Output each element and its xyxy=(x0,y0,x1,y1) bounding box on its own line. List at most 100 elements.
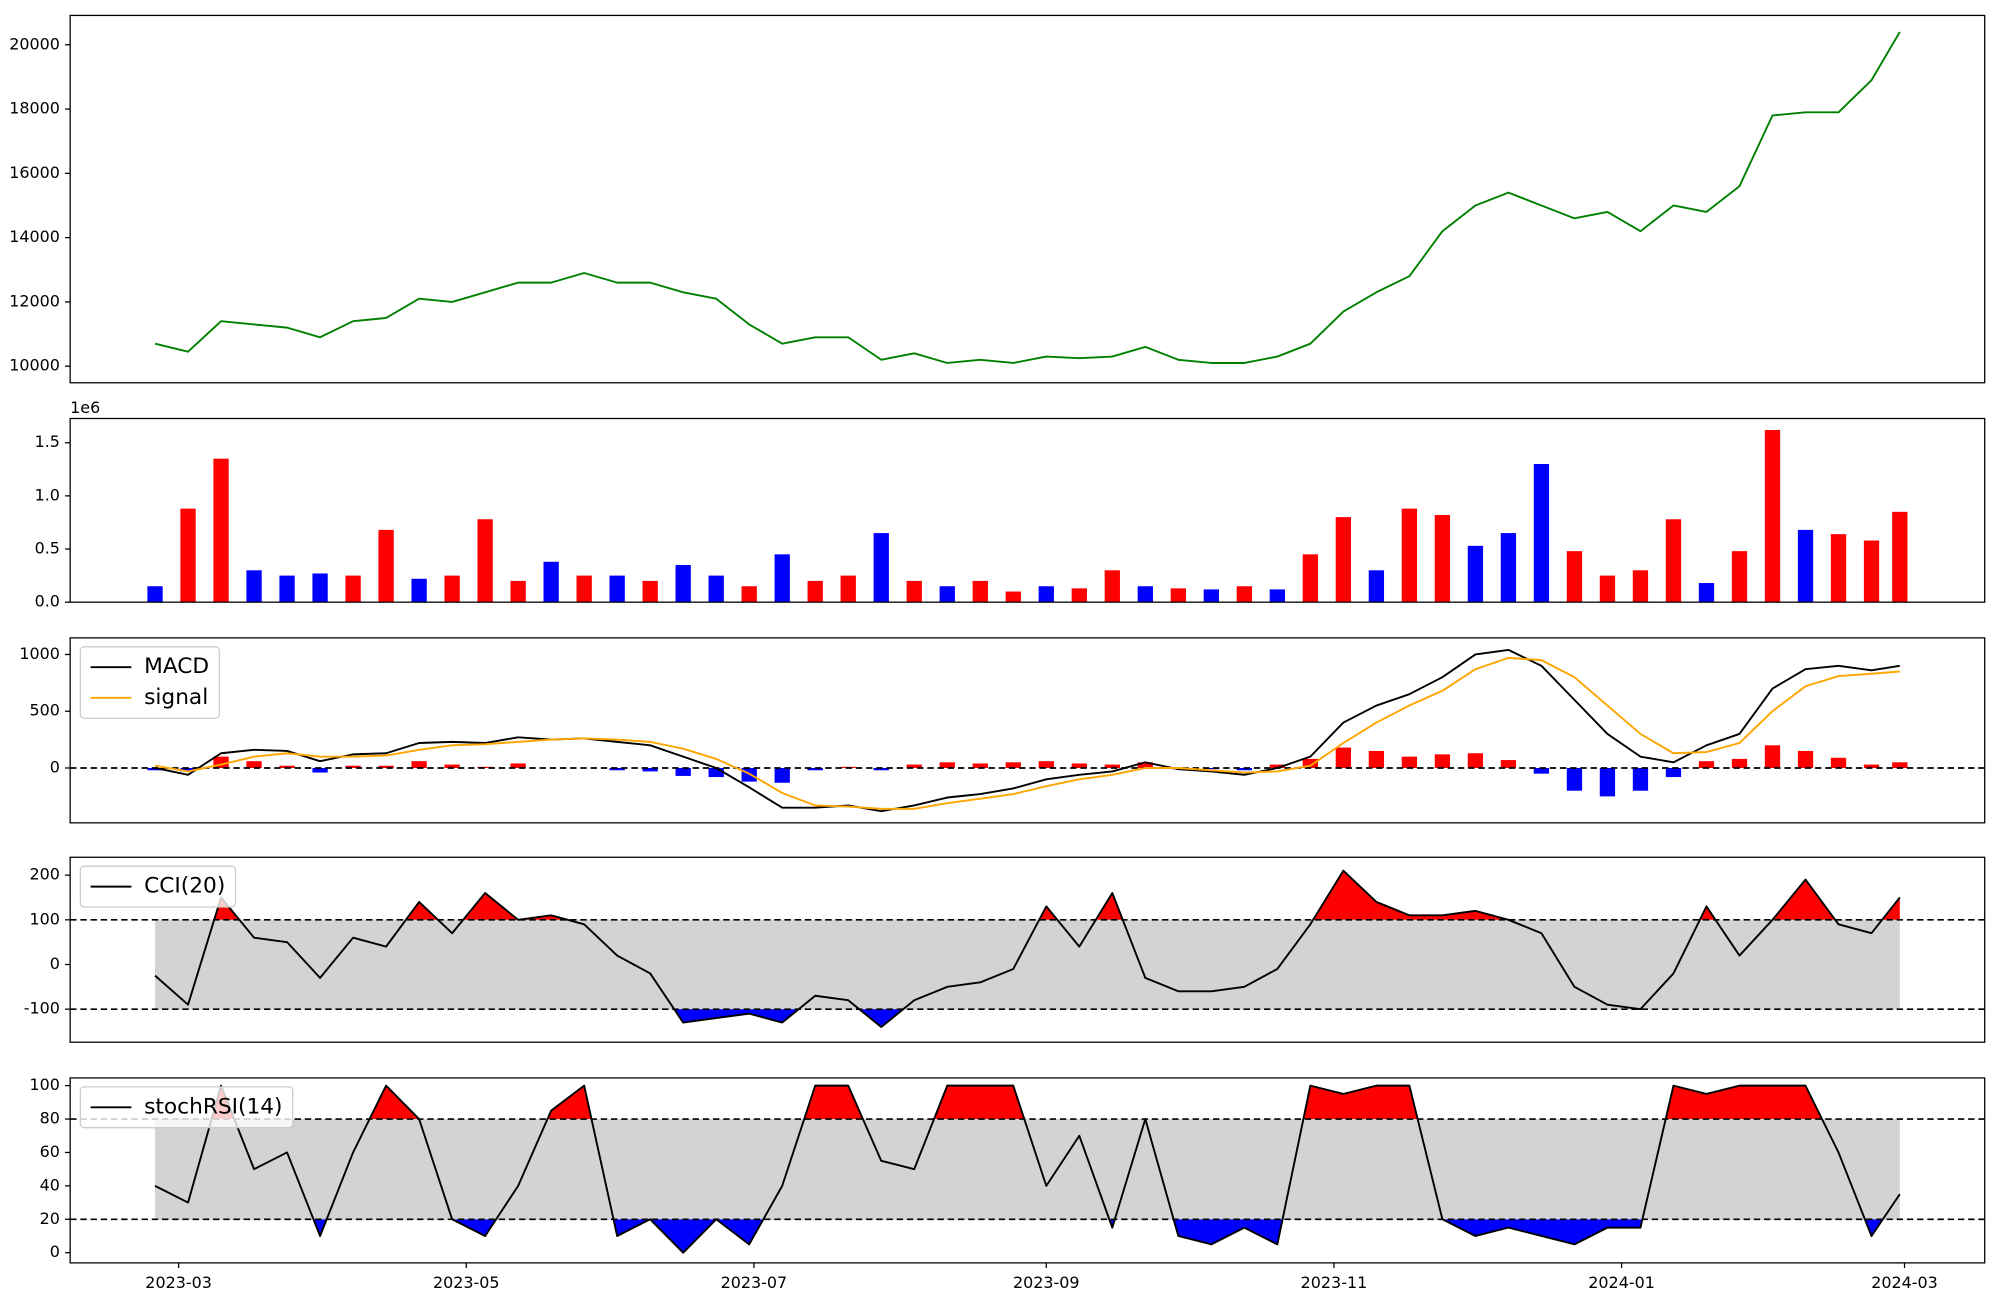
y-tick-label: 20 xyxy=(40,1209,60,1228)
oversold-fill xyxy=(155,1219,1900,1253)
bar xyxy=(378,529,394,603)
bar xyxy=(1698,583,1715,603)
y-tick-label: 80 xyxy=(40,1109,60,1128)
bar xyxy=(1599,767,1616,797)
series-line xyxy=(154,869,1901,1028)
bar xyxy=(1170,588,1186,603)
bar xyxy=(180,508,196,603)
bar xyxy=(642,580,658,603)
bar xyxy=(1764,745,1781,768)
bar xyxy=(1830,757,1847,768)
legend-box xyxy=(79,646,220,719)
bar xyxy=(1797,750,1814,768)
bar xyxy=(1731,551,1748,603)
bar xyxy=(1137,586,1153,603)
bar xyxy=(1764,429,1781,603)
x-tick-label: 2023-09 xyxy=(1013,1273,1080,1292)
bar xyxy=(1566,551,1583,603)
bar xyxy=(609,767,625,771)
y-tick-label: 1.0 xyxy=(35,485,60,504)
bar xyxy=(1533,463,1550,603)
bar xyxy=(807,767,823,771)
bar xyxy=(1863,540,1880,603)
bar xyxy=(642,767,658,772)
y-tick-label: 0 xyxy=(50,757,60,776)
series-line xyxy=(154,31,1901,364)
bar xyxy=(345,575,361,603)
y-tick-label: -100 xyxy=(24,999,60,1018)
bar xyxy=(906,764,922,768)
bar xyxy=(906,580,922,603)
y-tick-label: 0.5 xyxy=(35,539,60,558)
bar xyxy=(444,575,460,603)
bar xyxy=(1335,747,1352,768)
bar xyxy=(1368,570,1385,603)
legend-label: stochRSI(14) xyxy=(144,1094,282,1119)
x-tick-label: 2023-03 xyxy=(145,1273,212,1292)
y-tick-label: 60 xyxy=(40,1142,60,1161)
bar xyxy=(345,765,361,768)
bar xyxy=(1892,762,1908,768)
neutral-band xyxy=(155,919,1900,1010)
axis-offset-text: 1e6 xyxy=(70,398,100,417)
y-tick-label: 10000 xyxy=(9,356,60,375)
legend-box xyxy=(79,865,237,908)
bar xyxy=(147,586,163,603)
legend-label: MACD xyxy=(144,654,209,679)
bar xyxy=(1236,767,1252,771)
bar xyxy=(1632,570,1649,603)
bar xyxy=(1401,508,1418,603)
overbought-fill xyxy=(211,1085,1823,1120)
bar xyxy=(180,767,196,772)
bar xyxy=(312,767,328,773)
bar xyxy=(510,580,526,603)
bar xyxy=(378,765,394,768)
y-tick-label: 200 xyxy=(30,865,60,884)
bar xyxy=(1302,554,1319,603)
y-tick-label: 14000 xyxy=(9,227,60,246)
y-tick-label: 0 xyxy=(50,954,60,973)
y-tick-label: 18000 xyxy=(9,99,60,118)
bar xyxy=(873,533,889,603)
bar xyxy=(1566,767,1583,791)
bar xyxy=(147,767,163,771)
bar xyxy=(411,578,427,603)
y-tick-label: 1000 xyxy=(19,644,60,663)
bar xyxy=(1467,753,1484,768)
legend-box xyxy=(79,1086,294,1129)
y-tick-label: 1.5 xyxy=(35,432,60,451)
bar xyxy=(972,580,988,603)
bar xyxy=(1269,764,1286,768)
bar xyxy=(741,767,757,782)
bar xyxy=(1599,575,1616,603)
bar xyxy=(1038,586,1054,603)
series-line xyxy=(154,656,1900,810)
bar xyxy=(1104,570,1120,603)
neutral-band xyxy=(155,1119,1900,1220)
bar xyxy=(1892,511,1908,603)
plot-frame xyxy=(69,14,1986,384)
y-tick-label: 100 xyxy=(30,909,60,928)
y-tick-label: 500 xyxy=(30,701,60,720)
bar xyxy=(1269,589,1286,603)
bar xyxy=(807,580,823,603)
bar xyxy=(1005,762,1021,768)
x-tick-label: 2024-03 xyxy=(1871,1273,1938,1292)
bar xyxy=(213,756,229,768)
y-tick-label: 100 xyxy=(30,1075,60,1094)
y-tick-label: 16000 xyxy=(9,163,60,182)
bar xyxy=(246,761,262,768)
bar xyxy=(1203,589,1219,603)
bar xyxy=(1665,519,1682,603)
x-tick-label: 2023-11 xyxy=(1301,1273,1368,1292)
bar xyxy=(576,575,592,603)
legend-label: CCI(20) xyxy=(144,874,225,899)
bar xyxy=(477,766,493,768)
bar xyxy=(1104,764,1120,768)
bar xyxy=(972,763,988,768)
bar xyxy=(741,586,757,603)
plot-frame xyxy=(69,1077,1986,1264)
bar xyxy=(543,561,559,603)
plot-frame xyxy=(69,417,1986,603)
